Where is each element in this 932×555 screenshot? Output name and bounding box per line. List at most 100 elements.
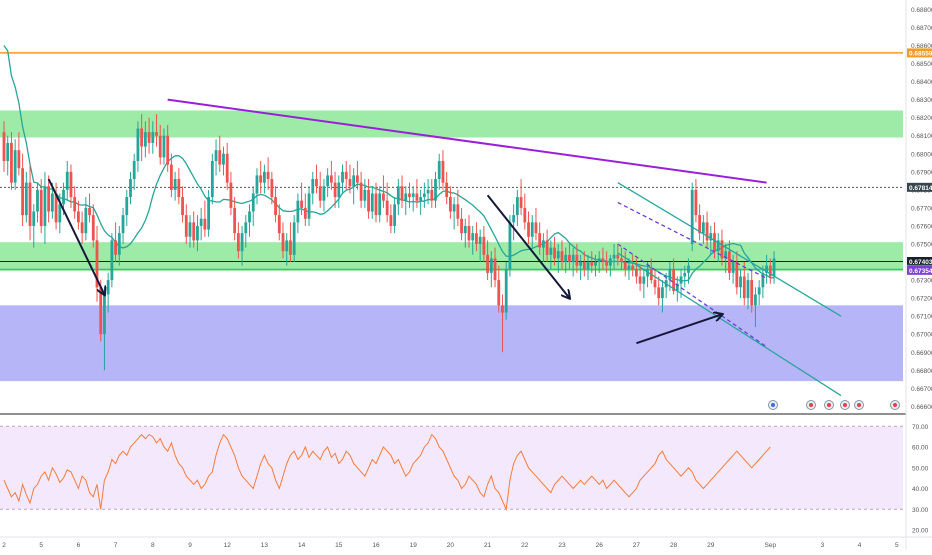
candle-body[interactable] bbox=[385, 200, 389, 216]
candle-body[interactable] bbox=[121, 215, 125, 234]
candle-body[interactable] bbox=[765, 265, 768, 273]
candle-body[interactable] bbox=[389, 215, 393, 226]
candle-body[interactable] bbox=[534, 222, 538, 234]
candle-body[interactable] bbox=[426, 189, 430, 194]
candle-body[interactable] bbox=[739, 276, 742, 288]
candle-body[interactable] bbox=[675, 283, 679, 291]
candle-body[interactable] bbox=[140, 128, 144, 147]
candle-body[interactable] bbox=[28, 182, 32, 226]
candle-body[interactable] bbox=[579, 262, 582, 266]
channel-lower[interactable] bbox=[617, 252, 842, 397]
candle-body[interactable] bbox=[10, 142, 13, 183]
candle-body[interactable] bbox=[597, 258, 601, 263]
candle-body[interactable] bbox=[687, 265, 690, 273]
candle-body[interactable] bbox=[627, 265, 631, 270]
candle-body[interactable] bbox=[668, 269, 672, 281]
candle-body[interactable] bbox=[158, 135, 162, 158]
candle-body[interactable] bbox=[478, 236, 482, 244]
candle-body[interactable] bbox=[196, 225, 199, 241]
candle-body[interactable] bbox=[341, 171, 344, 183]
purple-downtrend[interactable] bbox=[167, 98, 767, 184]
candle-body[interactable] bbox=[17, 150, 21, 169]
candle-body[interactable] bbox=[489, 258, 493, 273]
candle-body[interactable] bbox=[653, 280, 657, 288]
candle-body[interactable] bbox=[623, 262, 627, 270]
candle-body[interactable] bbox=[39, 189, 43, 226]
candle-body[interactable] bbox=[493, 258, 497, 281]
candle-body[interactable] bbox=[214, 150, 218, 161]
candle-body[interactable] bbox=[445, 182, 449, 198]
candle-body[interactable] bbox=[441, 160, 445, 183]
candle-body[interactable] bbox=[367, 189, 370, 212]
candle-body[interactable] bbox=[757, 287, 761, 295]
candle-body[interactable] bbox=[129, 179, 132, 198]
candle-body[interactable] bbox=[586, 262, 590, 270]
candle-body[interactable] bbox=[143, 132, 147, 147]
candle-body[interactable] bbox=[13, 150, 17, 183]
candle-body[interactable] bbox=[709, 233, 713, 241]
candle-body[interactable] bbox=[705, 222, 709, 241]
candle-body[interactable] bbox=[277, 215, 281, 234]
candle-body[interactable] bbox=[315, 179, 318, 187]
candle-body[interactable] bbox=[553, 247, 556, 259]
candle-body[interactable] bbox=[311, 179, 315, 194]
candle-body[interactable] bbox=[210, 160, 214, 198]
candle-body[interactable] bbox=[460, 218, 463, 234]
candle-body[interactable] bbox=[285, 240, 289, 252]
candle-body[interactable] bbox=[720, 240, 724, 259]
candle-body[interactable] bbox=[303, 207, 307, 219]
candle-body[interactable] bbox=[549, 247, 553, 255]
candle-body[interactable] bbox=[679, 276, 683, 284]
candle-body[interactable] bbox=[731, 262, 735, 273]
candle-body[interactable] bbox=[530, 222, 534, 237]
candle-body[interactable] bbox=[62, 189, 65, 205]
candle-body[interactable] bbox=[132, 160, 136, 180]
candle-body[interactable] bbox=[523, 207, 527, 223]
candle-body[interactable] bbox=[281, 233, 285, 252]
candle-body[interactable] bbox=[701, 222, 705, 234]
candle-body[interactable] bbox=[296, 200, 300, 223]
candle-body[interactable] bbox=[222, 153, 225, 165]
candle-body[interactable] bbox=[504, 269, 508, 313]
candle-body[interactable] bbox=[415, 193, 419, 201]
candle-body[interactable] bbox=[515, 197, 519, 216]
arrow-down-1[interactable] bbox=[47, 178, 105, 294]
candle-body[interactable] bbox=[99, 287, 103, 335]
candle-body[interactable] bbox=[117, 233, 121, 255]
candle-body[interactable] bbox=[638, 276, 642, 284]
candle-body[interactable] bbox=[322, 186, 326, 201]
candle-body[interactable] bbox=[207, 197, 210, 230]
candle-body[interactable] bbox=[750, 280, 754, 306]
candle-body[interactable] bbox=[363, 189, 367, 201]
candle-body[interactable] bbox=[43, 186, 47, 226]
candle-body[interactable] bbox=[58, 204, 62, 223]
candle-body[interactable] bbox=[352, 175, 356, 187]
candle-body[interactable] bbox=[229, 182, 233, 208]
candle-body[interactable] bbox=[24, 182, 28, 216]
candle-body[interactable] bbox=[151, 132, 155, 143]
candle-body[interactable] bbox=[333, 182, 337, 198]
candle-body[interactable] bbox=[437, 160, 441, 180]
candle-body[interactable] bbox=[21, 168, 24, 216]
candle-body[interactable] bbox=[657, 287, 661, 299]
candle-body[interactable] bbox=[199, 218, 203, 226]
candle-body[interactable] bbox=[274, 197, 277, 216]
candle-body[interactable] bbox=[106, 280, 110, 295]
candle-body[interactable] bbox=[348, 179, 352, 187]
candle-body[interactable] bbox=[560, 251, 564, 263]
candle-body[interactable] bbox=[568, 254, 571, 263]
candle-body[interactable] bbox=[467, 225, 471, 241]
candle-body[interactable] bbox=[225, 153, 229, 183]
candle-body[interactable] bbox=[356, 175, 359, 183]
candle-body[interactable] bbox=[374, 193, 378, 216]
candle-body[interactable] bbox=[289, 240, 292, 255]
candle-body[interactable] bbox=[173, 179, 177, 190]
candle-body[interactable] bbox=[422, 193, 426, 198]
candle-body[interactable] bbox=[393, 204, 396, 226]
candle-body[interactable] bbox=[642, 276, 646, 284]
candle-body[interactable] bbox=[542, 240, 545, 248]
candle-body[interactable] bbox=[635, 269, 638, 277]
candle-body[interactable] bbox=[236, 233, 240, 252]
